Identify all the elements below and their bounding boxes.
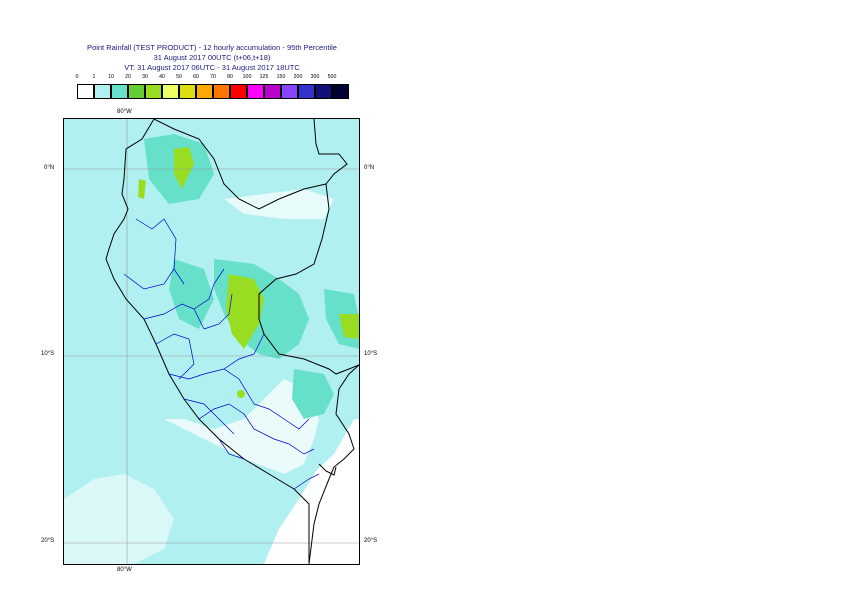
legend-swatch	[332, 84, 349, 99]
heavy-rain-core	[226, 274, 264, 349]
country-border-north-east	[153, 118, 360, 375]
heavy-rain-spot	[237, 390, 245, 398]
lat-label-right-0: 0°N	[364, 165, 375, 171]
legend-label: 80	[227, 74, 233, 80]
coastline	[105, 118, 310, 564]
rainfall-map	[63, 118, 360, 565]
lat-label-right-20: 20°S	[364, 538, 378, 544]
lat-label-left-20: 20°S	[41, 538, 55, 544]
rain-field-east	[292, 369, 334, 419]
legend-swatch	[77, 84, 94, 99]
country-border-south-east	[308, 364, 360, 565]
rain-field-west	[169, 259, 214, 329]
legend-label: 500	[327, 74, 337, 80]
country-border-northeast	[313, 118, 348, 185]
legend-swatch	[264, 84, 281, 99]
legend-swatch	[179, 84, 196, 99]
lon-label-bottom: 80°W	[117, 567, 132, 573]
legend-swatch	[230, 84, 247, 99]
legend-label: 60	[193, 74, 199, 80]
map-title: Point Rainfall (TEST PRODUCT) - 12 hourl…	[87, 43, 337, 52]
legend-label: 70	[210, 74, 216, 80]
legend-swatch	[162, 84, 179, 99]
legend-label: 50	[176, 74, 182, 80]
lon-label-top: 80°W	[117, 109, 132, 115]
legend-label: 1	[92, 74, 96, 80]
legend-swatch	[128, 84, 145, 99]
color-legend	[77, 84, 349, 100]
legend-label: 100	[242, 74, 252, 80]
legend-swatch	[145, 84, 162, 99]
lat-label-left-0: 0°N	[44, 165, 55, 171]
legend-label: 20	[125, 74, 131, 80]
legend-label: 300	[310, 74, 320, 80]
legend-label: 40	[159, 74, 165, 80]
legend-swatch	[298, 84, 315, 99]
legend-label: 10	[108, 74, 114, 80]
legend-label: 30	[142, 74, 148, 80]
run-time-label: 31 August 2017 00UTC (t+06,t+18)	[153, 53, 271, 62]
dry-area-highlands	[164, 379, 319, 474]
legend-label: 150	[276, 74, 286, 80]
legend-label: 200	[293, 74, 303, 80]
heavy-rain-coast	[138, 179, 146, 199]
valid-time-label: VT: 31 August 2017 06UTC - 31 August 201…	[124, 63, 300, 72]
legend-swatch	[196, 84, 213, 99]
legend-swatch	[315, 84, 332, 99]
legend-swatch	[94, 84, 111, 99]
legend-swatch	[213, 84, 230, 99]
legend-swatch	[281, 84, 298, 99]
lat-label-right-10: 10°S	[364, 351, 378, 357]
lat-label-left-10: 10°S	[41, 351, 55, 357]
dry-area-south	[264, 419, 359, 564]
legend-label: 0	[75, 74, 79, 80]
dry-patch-north	[224, 189, 334, 219]
heavy-rain-east	[339, 314, 359, 339]
dry-area-ocean	[64, 474, 174, 564]
legend-swatch	[247, 84, 264, 99]
legend-swatch	[111, 84, 128, 99]
legend-label: 125	[259, 74, 269, 80]
legend-labels: 0 1 10 20 30 40 50 60 70 80 100 125 150 200 300 500	[0, 74, 842, 84]
map-canvas	[64, 118, 360, 565]
heavy-rain-north	[174, 147, 194, 189]
regional-borders	[123, 218, 320, 490]
lake-shore	[318, 463, 337, 476]
